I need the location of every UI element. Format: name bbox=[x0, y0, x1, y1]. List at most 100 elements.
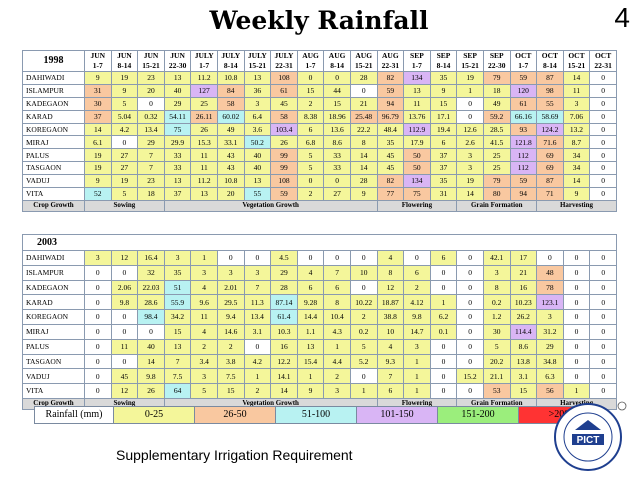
rainfall-cell: 0 bbox=[589, 96, 617, 111]
rainfall-cell: 9.8 bbox=[110, 294, 139, 311]
rainfall-cell: 45 bbox=[270, 96, 298, 111]
rainfall-cell: 11.3 bbox=[243, 294, 272, 311]
rainfall-cell: 40 bbox=[137, 338, 165, 355]
rainfall-cell: 0 bbox=[137, 323, 165, 340]
rainfall-cell: 1 bbox=[429, 294, 458, 311]
table-row: KARAD 37 5.04 0.32 54.11 26.11 60.02 6.4 58 8.38 1… bbox=[22, 109, 617, 124]
rainfall-cell: 55.9 bbox=[163, 294, 192, 311]
week-month: SEP bbox=[436, 51, 451, 61]
week-range: 15-21 bbox=[567, 61, 586, 70]
rainfall-cell: 2.06 bbox=[110, 279, 139, 296]
rainfall-cell: 15 bbox=[509, 383, 538, 399]
rainfall-cell: 45 bbox=[376, 161, 405, 176]
rainfall-cell: 0 bbox=[84, 368, 112, 385]
rainfall-cell: 10.22 bbox=[349, 294, 378, 311]
rainfall-cell: 12 bbox=[110, 383, 139, 399]
rainfall-cell: 6.4 bbox=[243, 109, 272, 124]
rainfall-cell: 42.1 bbox=[482, 250, 511, 266]
rainfall-cell: 31.2 bbox=[536, 323, 564, 340]
rainfall-cell: 32 bbox=[137, 264, 165, 281]
week-header: AUG 8-14 bbox=[323, 50, 351, 72]
rainfall-cell: 3 bbox=[562, 96, 591, 111]
rainfall-cell: 8 bbox=[349, 135, 378, 150]
rainfall-cell: 1 bbox=[403, 383, 431, 399]
rainfall-cell: 31 bbox=[429, 187, 458, 201]
week-header: JUN 22-30 bbox=[163, 50, 192, 72]
rainfall-cell: 10.8 bbox=[216, 174, 245, 189]
rainfall-cell: 9 bbox=[84, 174, 112, 189]
rainfall-cell: 0 bbox=[589, 174, 617, 189]
rainfall-cell: 0 bbox=[589, 368, 618, 385]
rainfall-cell: 13 bbox=[163, 174, 192, 189]
rainfall-cell: 33 bbox=[163, 148, 192, 163]
rainfall-cell: 14 bbox=[349, 161, 378, 176]
rainfall-cell: 1.1 bbox=[296, 323, 325, 340]
rainfall-cell: 0 bbox=[589, 187, 617, 201]
rainfall-cell: 8.6 bbox=[509, 338, 538, 355]
rainfall-cell: 61.4 bbox=[270, 309, 298, 325]
rainfall-cell: 58 bbox=[216, 96, 245, 111]
rainfall-cell: 49 bbox=[482, 96, 511, 111]
rainfall-cell: 13.6 bbox=[323, 122, 351, 137]
rainfall-cell: 1 bbox=[243, 368, 272, 385]
rainfall-cell: 1 bbox=[323, 338, 351, 355]
week-header: JUN 1-7 bbox=[84, 50, 112, 72]
week-month: AUG bbox=[381, 51, 399, 61]
rainfall-cell: 8 bbox=[323, 294, 351, 311]
rainfall-cell: 6.8 bbox=[296, 135, 325, 150]
rainfall-cell: 18.96 bbox=[323, 109, 351, 124]
rainfall-cell: 19 bbox=[84, 161, 112, 176]
rainfall-cell: 5 bbox=[296, 161, 325, 176]
crop-stage-label: Crop Growth bbox=[22, 199, 85, 212]
rainfall-cell: 64 bbox=[163, 383, 192, 399]
rainfall-cell: 4 bbox=[190, 279, 218, 296]
station-name: KADEGAON bbox=[22, 96, 85, 111]
rainfall-cell: 3.6 bbox=[243, 122, 272, 137]
rainfall-cell: 7 bbox=[243, 279, 272, 296]
page-title: Weekly Rainfall bbox=[209, 6, 429, 35]
rainfall-cell: 94 bbox=[376, 96, 405, 111]
rainfall-cell: 59 bbox=[270, 187, 298, 201]
table-row: TASGAON 19 27 7 33 11 43 40 99 5 33 14 45 50 37 3 25 112 6… bbox=[22, 161, 617, 176]
rainfall-cell: 55 bbox=[243, 187, 272, 201]
rainfall-cell: 3 bbox=[216, 264, 245, 281]
week-month: JUN bbox=[170, 51, 185, 61]
rainfall-cell: 16 bbox=[270, 338, 298, 355]
rainfall-cell: 61 bbox=[270, 83, 298, 98]
rainfall-cell: 8 bbox=[376, 264, 405, 281]
rainfall-cell: 7 bbox=[323, 264, 351, 281]
rainfall-cell: 87 bbox=[536, 71, 564, 85]
week-header: AUG 22-31 bbox=[376, 50, 405, 72]
week-month: OCT bbox=[568, 51, 585, 61]
rainfall-cell: 2 bbox=[349, 309, 378, 325]
week-header: OCT 15-21 bbox=[562, 50, 591, 72]
rainfall-cell: 0 bbox=[349, 83, 378, 98]
week-month: AUG bbox=[302, 51, 319, 61]
rainfall-cell: 37 bbox=[429, 148, 458, 163]
rainfall-cell: 14 bbox=[562, 71, 591, 85]
week-range: 22-30 bbox=[168, 61, 187, 70]
rainfall-cell: 58.69 bbox=[536, 109, 564, 124]
rainfall-cell: 3 bbox=[243, 264, 272, 281]
rainfall-cell: 0 bbox=[562, 250, 591, 266]
table-row: DAHIWADI 9 19 23 13 11.2 10.8 13 108 0 0 28 82 134 35 1… bbox=[22, 71, 617, 85]
week-header: SEP 1-7 bbox=[403, 50, 431, 72]
station-name: VADUJ bbox=[22, 368, 85, 385]
rainfall-cell: 30 bbox=[482, 323, 511, 340]
crop-stage-label: Grain Formation bbox=[456, 199, 538, 212]
table-row: TASGAON 0 0 14 7 3.4 3.8 4.2 12.2 15.4 4.4 5.2 9.3 1 0… bbox=[22, 353, 618, 370]
rainfall-cell: 28.6 bbox=[137, 294, 165, 311]
rainfall-cell: 94 bbox=[509, 187, 538, 201]
rainfall-cell: 2 bbox=[216, 338, 245, 355]
rainfall-cell: 15.4 bbox=[296, 353, 325, 370]
week-header: OCT 22-31 bbox=[589, 50, 617, 72]
rainfall-cell: 82 bbox=[376, 174, 405, 189]
rainfall-cell: 121.8 bbox=[509, 135, 538, 150]
rainfall-cell: 0 bbox=[589, 71, 617, 85]
table-row: VADUJ 0 45 9.8 7.5 3 7.5 1 14.1 1 2 0 7 1 0 15.2 21.1 3.1… bbox=[22, 368, 618, 385]
rainfall-cell: 45 bbox=[376, 148, 405, 163]
station-name: TASGAON bbox=[22, 161, 85, 176]
rainfall-cell: 112 bbox=[509, 161, 538, 176]
rainfall-cell: 0 bbox=[562, 323, 591, 340]
rainfall-cell: 0 bbox=[429, 279, 458, 296]
